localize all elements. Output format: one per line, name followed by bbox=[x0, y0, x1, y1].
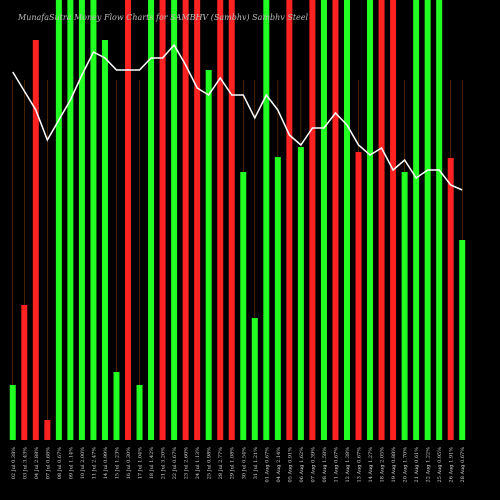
x-tick-label: 04 Aug 2.14% bbox=[276, 447, 282, 483]
money-flow-line bbox=[12, 43, 463, 191]
bar bbox=[390, 0, 397, 440]
x-tick-label: 14 Jul 0.99% bbox=[103, 447, 109, 479]
x-tick-label: 24 Jul 1.13% bbox=[195, 447, 201, 479]
bar bbox=[217, 0, 224, 440]
bar bbox=[159, 0, 166, 440]
bar bbox=[90, 0, 97, 440]
x-tick-label: 07 Aug 0.39% bbox=[310, 447, 316, 483]
x-tick-label: 08 Aug 1.58% bbox=[322, 447, 328, 483]
bar bbox=[355, 152, 362, 440]
x-tick-label: 02 Jul 0.38% bbox=[11, 447, 17, 479]
bar bbox=[436, 0, 443, 440]
bar bbox=[32, 40, 39, 440]
x-tick-label: 09 Jul 1.14% bbox=[68, 447, 74, 479]
bar bbox=[332, 0, 339, 440]
bar bbox=[309, 0, 316, 440]
bar bbox=[378, 0, 385, 440]
x-tick-label: 11 Aug 0.67% bbox=[333, 447, 339, 483]
x-tick-label: 30 Jul 0.54% bbox=[241, 447, 247, 479]
bar bbox=[367, 0, 374, 440]
x-tick-label: 21 Aug 0.61% bbox=[414, 447, 420, 483]
x-tick-label: 29 Jul 1.08% bbox=[230, 447, 236, 479]
bar bbox=[320, 0, 327, 440]
x-tick-label: 16 Jul 0.30% bbox=[126, 447, 132, 479]
x-tick-label: 10 Jul 2.00% bbox=[80, 447, 86, 479]
bar bbox=[136, 385, 143, 440]
x-tick-label: 18 Jul 1.42% bbox=[149, 447, 155, 479]
bar bbox=[9, 385, 16, 440]
x-tick-label: 04 Jul 2.88% bbox=[34, 447, 40, 479]
bar bbox=[240, 172, 247, 440]
x-tick-label: 25 Jul 0.98% bbox=[207, 447, 213, 479]
bar bbox=[459, 240, 466, 440]
x-tick-label: 28 Aug 0.67% bbox=[460, 447, 466, 483]
bar bbox=[401, 172, 408, 440]
x-tick-label: 19 Aug 0.88% bbox=[391, 447, 397, 483]
x-tick-label: 22 Jul 0.67% bbox=[172, 447, 178, 479]
bar bbox=[171, 0, 178, 440]
bar bbox=[125, 0, 132, 440]
x-tick-label: 22 Aug 1.22% bbox=[426, 447, 432, 483]
bar bbox=[274, 157, 281, 440]
bar bbox=[343, 0, 350, 440]
bar bbox=[55, 0, 62, 440]
x-tick-label: 01 Aug 0.67% bbox=[264, 447, 270, 483]
x-tick-label: 21 Jul 3.20% bbox=[161, 447, 167, 479]
x-tick-label: 23 Jul 2.60% bbox=[184, 447, 190, 479]
x-tick-label: 11 Jul 2.47% bbox=[91, 447, 97, 479]
bar bbox=[113, 372, 120, 440]
x-tick-label: 31 Jul 1.21% bbox=[253, 447, 259, 479]
x-tick-label: 14 Aug 1.27% bbox=[368, 447, 374, 483]
x-tick-label: 17 Jul 1.04% bbox=[138, 447, 144, 479]
bar bbox=[205, 70, 212, 440]
bar bbox=[182, 0, 189, 440]
x-tick-label: 20 Aug 1.70% bbox=[403, 447, 409, 483]
bar bbox=[251, 318, 258, 440]
x-tick-label: 06 Aug 1.62% bbox=[299, 447, 305, 483]
bar bbox=[67, 0, 74, 440]
x-tick-label: 25 Aug 0.95% bbox=[437, 447, 443, 483]
chart-title: MunafaSutra Money Flow Charts for SAMBHV… bbox=[17, 13, 309, 22]
x-tick-label: 15 Jul 1.23% bbox=[114, 447, 120, 479]
bar bbox=[101, 40, 108, 440]
bar bbox=[194, 0, 201, 440]
x-tick-label: 13 Aug 0.67% bbox=[357, 447, 363, 483]
x-tick-label: 18 Aug 2.05% bbox=[380, 447, 386, 483]
x-tick-label: 07 Jul 0.68% bbox=[45, 447, 51, 479]
x-tick-label: 05 Aug 0.91% bbox=[287, 447, 293, 483]
bar bbox=[447, 158, 454, 440]
bar bbox=[78, 0, 85, 440]
bar bbox=[263, 0, 270, 440]
bar bbox=[44, 420, 51, 440]
bar bbox=[21, 305, 28, 440]
bar bbox=[286, 0, 293, 440]
x-tick-label: 12 Aug 1.38% bbox=[345, 447, 351, 483]
bar bbox=[413, 0, 420, 440]
bar bbox=[148, 0, 155, 440]
bar bbox=[228, 0, 235, 440]
x-tick-label: 08 Jul 0.67% bbox=[57, 447, 63, 479]
x-tick-label: 26 Aug 1.91% bbox=[449, 447, 455, 483]
bar bbox=[297, 147, 304, 440]
x-tick-label: 03 Jul 3.43% bbox=[22, 447, 28, 479]
x-tick-label: 28 Jul 2.77% bbox=[218, 447, 224, 479]
bar bbox=[424, 0, 431, 440]
